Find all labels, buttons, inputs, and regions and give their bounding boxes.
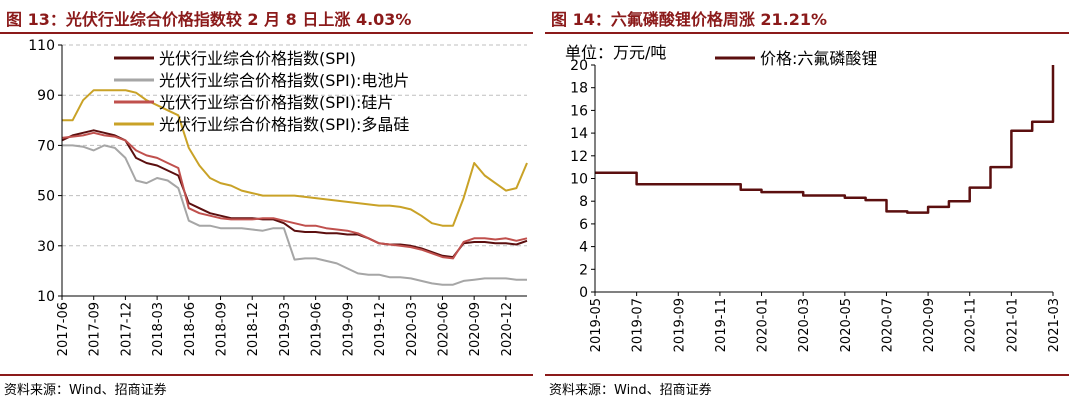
unit-label: 单位：万元/吨 (565, 43, 666, 62)
x-tick-label: 2020-12 (500, 302, 515, 356)
x-tick-label: 2020-09 (468, 302, 483, 356)
source-rule (0, 374, 533, 376)
x-tick-label: 2019-09 (672, 298, 687, 352)
x-tick-label: 2021-01 (1005, 298, 1020, 352)
x-tick-label: 2017-12 (119, 302, 134, 356)
y-tick-label: 6 (579, 217, 588, 233)
x-tick-label: 2020-09 (922, 298, 937, 352)
x-tick-label: 2020-03 (797, 298, 812, 352)
y-tick-label: 10 (37, 289, 55, 305)
x-tick-label: 2020-06 (436, 302, 451, 356)
x-tick-label: 2019-09 (341, 302, 356, 356)
title-rule (0, 32, 533, 34)
y-tick-label: 16 (570, 103, 588, 119)
x-tick-label: 2018-06 (183, 302, 198, 356)
y-tick-label: 110 (28, 38, 55, 54)
x-tick-label: 2018-03 (151, 302, 166, 356)
chart-title: 图 13：光伏行业综合价格指数较 2 月 8 日上涨 4.03% (6, 10, 412, 29)
legend-label: 价格:六氟磷酸锂 (760, 49, 877, 68)
source-rule (545, 374, 1069, 376)
x-tick-label: 2019-12 (373, 302, 388, 356)
x-tick-label: 2019-11 (714, 298, 729, 352)
y-tick-label: 8 (579, 194, 588, 210)
y-tick-label: 90 (37, 88, 55, 104)
y-tick-label: 30 (37, 239, 55, 255)
x-tick-label: 2019-05 (589, 298, 604, 352)
source-note: 资料来源：Wind、招商证券 (4, 383, 167, 398)
legend-label: 光伏行业综合价格指数(SPI) (159, 49, 356, 68)
series-line (595, 65, 1055, 214)
series-line (61, 129, 528, 259)
y-tick-label: 10 (570, 172, 588, 188)
x-tick-label: 2019-03 (278, 302, 293, 356)
y-tick-label: 2 (579, 262, 588, 278)
x-tick-label: 2020-05 (839, 298, 854, 352)
x-tick-label: 2019-07 (631, 298, 646, 352)
x-tick-label: 2018-12 (246, 302, 261, 356)
x-tick-label: 2020-07 (880, 298, 895, 352)
right-chart-panel: 图 14：六氟磷酸锂价格周涨 21.21% 0 2 4 6 8 10 12 14 16 18 20 2… (545, 0, 1069, 402)
x-tick-label: 2020-01 (756, 298, 771, 352)
x-tick-label: 2018-09 (215, 302, 230, 356)
chart-title: 图 14：六氟磷酸锂价格周涨 21.21% (551, 10, 828, 29)
x-tick-label: 2017-06 (56, 302, 71, 356)
spi-line-chart: 10 30 50 70 90 110 2017-06 2017-09 2017-12 2018-0… (28, 38, 528, 356)
y-tick-label: 4 (579, 240, 588, 256)
x-tick-label: 2020-11 (964, 298, 979, 352)
y-tick-label: 14 (570, 126, 588, 142)
source-note: 资料来源：Wind、招商证券 (549, 383, 712, 398)
y-tick-label: 50 (37, 189, 55, 205)
y-tick-label: 0 (579, 285, 588, 301)
x-tick-label: 2019-06 (310, 302, 325, 356)
title-rule (545, 32, 1069, 34)
series-line (61, 131, 528, 260)
legend-label: 光伏行业综合价格指数(SPI):多晶硅 (159, 115, 409, 134)
series-line (62, 144, 527, 286)
y-tick-label: 20 (570, 58, 588, 74)
x-tick-label: 2020-03 (405, 302, 420, 356)
series-line (62, 89, 528, 227)
y-tick-label: 12 (570, 149, 588, 165)
left-chart-panel: 图 13：光伏行业综合价格指数较 2 月 8 日上涨 4.03% 10 30 50 7… (0, 0, 533, 402)
x-tick-label: 2017-09 (88, 302, 103, 356)
x-tick-label: 2021-03 (1047, 298, 1062, 352)
y-tick-label: 18 (570, 81, 588, 97)
lipf6-price-chart: 0 2 4 6 8 10 12 14 16 18 20 2019-05 2019-07 2019-09 20… (565, 43, 1062, 352)
legend-label: 光伏行业综合价格指数(SPI):电池片 (159, 71, 409, 90)
y-tick-label: 70 (37, 138, 55, 154)
legend-label: 光伏行业综合价格指数(SPI):硅片 (159, 93, 393, 112)
